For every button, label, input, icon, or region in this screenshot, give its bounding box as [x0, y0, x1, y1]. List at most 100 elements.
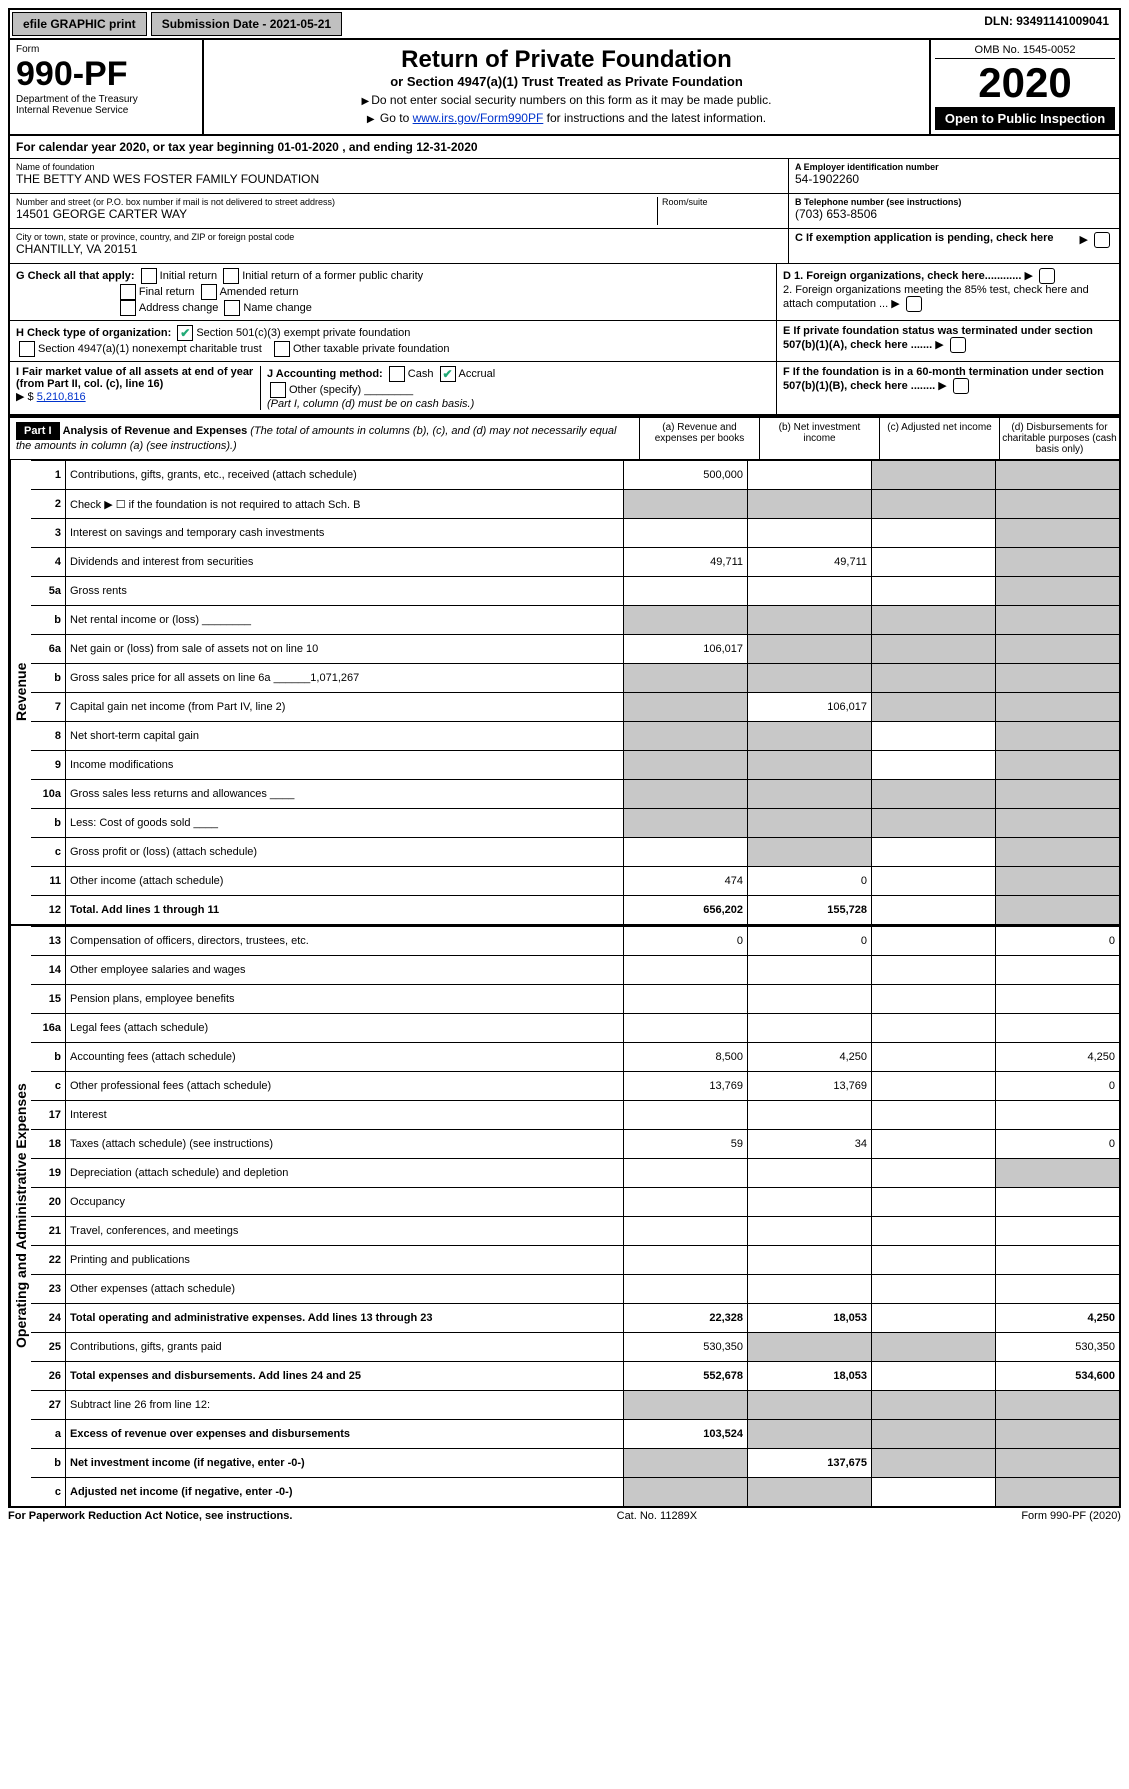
table-row: bAccounting fees (attach schedule)8,5004…: [31, 1043, 1119, 1072]
table-row: 10aGross sales less returns and allowanc…: [31, 780, 1119, 809]
h-label: H Check type of organization:: [16, 327, 171, 339]
header-mid: Return of Private Foundation or Section …: [204, 40, 929, 134]
ein-cell: A Employer identification number 54-1902…: [789, 159, 1119, 194]
table-row: 7Capital gain net income (from Part IV, …: [31, 693, 1119, 722]
city-cell: City or town, state or province, country…: [10, 229, 788, 264]
footer: For Paperwork Reduction Act Notice, see …: [8, 1508, 1121, 1522]
table-row: 23Other expenses (attach schedule): [31, 1275, 1119, 1304]
i-value[interactable]: 5,210,816: [37, 391, 86, 403]
section-g: G Check all that apply: Initial return I…: [10, 264, 1119, 321]
cal-mid: , and ending: [342, 140, 416, 154]
note-1: Do not enter social security numbers on …: [210, 93, 923, 107]
table-row: bNet rental income or (loss) ________: [31, 606, 1119, 635]
g-name-checkbox[interactable]: [224, 300, 240, 316]
irs-label: Internal Revenue Service: [16, 105, 196, 116]
cal-begin: 01-01-2020: [277, 140, 338, 154]
table-row: 25Contributions, gifts, grants paid530,3…: [31, 1333, 1119, 1362]
h-other-checkbox[interactable]: [274, 341, 290, 357]
g-label: G Check all that apply:: [16, 270, 135, 282]
c-label: C If exemption application is pending, c…: [795, 232, 1054, 244]
note2-post: for instructions and the latest informat…: [547, 111, 766, 125]
efile-button[interactable]: efile GRAPHIC print: [12, 12, 147, 36]
revenue-label: Revenue: [10, 460, 31, 924]
table-row: 26Total expenses and disbursements. Add …: [31, 1362, 1119, 1391]
table-row: cOther professional fees (attach schedul…: [31, 1072, 1119, 1101]
table-row: 22Printing and publications: [31, 1246, 1119, 1275]
table-row: 1Contributions, gifts, grants, etc., rec…: [31, 461, 1119, 490]
table-row: 15Pension plans, employee benefits: [31, 985, 1119, 1014]
name-label: Name of foundation: [16, 162, 782, 172]
g-o1: Initial return: [160, 270, 217, 282]
g-amended-checkbox[interactable]: [201, 284, 217, 300]
omb-label: OMB No. 1545-0052: [935, 44, 1115, 59]
col-b-header: (b) Net investment income: [759, 418, 879, 459]
c-checkbox[interactable]: [1094, 232, 1110, 248]
e-checkbox[interactable]: [950, 337, 966, 353]
table-row: 20Occupancy: [31, 1188, 1119, 1217]
table-row: cGross profit or (loss) (attach schedule…: [31, 838, 1119, 867]
cal-end: 12-31-2020: [416, 140, 477, 154]
j-other-checkbox[interactable]: [270, 382, 286, 398]
table-row: 11Other income (attach schedule)4740: [31, 867, 1119, 896]
g-final-checkbox[interactable]: [120, 284, 136, 300]
part1-title: Analysis of Revenue and Expenses: [63, 425, 248, 437]
form-subtitle: or Section 4947(a)(1) Trust Treated as P…: [210, 74, 923, 89]
table-row: bNet investment income (if negative, ent…: [31, 1449, 1119, 1478]
h-501c3-checkbox[interactable]: [177, 325, 193, 341]
table-row: 2Check ▶ ☐ if the foundation is not requ…: [31, 490, 1119, 519]
section-h: H Check type of organization: Section 50…: [10, 321, 1119, 362]
g-addr-checkbox[interactable]: [120, 300, 136, 316]
table-row: 24Total operating and administrative exp…: [31, 1304, 1119, 1333]
h-o1: Section 501(c)(3) exempt private foundat…: [196, 327, 410, 339]
part1-label: Part I: [16, 422, 60, 440]
header-left: Form 990-PF Department of the Treasury I…: [10, 40, 204, 134]
dept-label: Department of the Treasury: [16, 94, 196, 105]
j-accrual-checkbox[interactable]: [440, 366, 456, 382]
i-val-label: $: [28, 391, 34, 403]
top-bar: efile GRAPHIC print Submission Date - 20…: [10, 10, 1119, 40]
tax-year: 2020: [935, 59, 1115, 107]
dln-label: DLN: 93491141009041: [974, 10, 1119, 38]
h-4947-checkbox[interactable]: [19, 341, 35, 357]
footer-right: Form 990-PF (2020): [1021, 1510, 1121, 1522]
d1-checkbox[interactable]: [1039, 268, 1055, 284]
d2-checkbox[interactable]: [906, 296, 922, 312]
note-2: Go to www.irs.gov/Form990PF for instruct…: [210, 111, 923, 125]
city: CHANTILLY, VA 20151: [16, 242, 782, 256]
phone-label: B Telephone number (see instructions): [795, 197, 1113, 207]
g-o2: Initial return of a former public charit…: [242, 270, 423, 282]
irs-link[interactable]: www.irs.gov/Form990PF: [413, 111, 544, 125]
open-public: Open to Public Inspection: [935, 107, 1115, 130]
j-note: (Part I, column (d) must be on cash basi…: [267, 398, 474, 410]
address-cell: Number and street (or P.O. box number if…: [10, 194, 788, 229]
ein: 54-1902260: [795, 172, 1113, 186]
table-row: 16aLegal fees (attach schedule): [31, 1014, 1119, 1043]
foundation-name-cell: Name of foundation THE BETTY AND WES FOS…: [10, 159, 788, 194]
form-container: efile GRAPHIC print Submission Date - 20…: [8, 8, 1121, 1508]
submission-button[interactable]: Submission Date - 2021-05-21: [151, 12, 342, 36]
table-row: 8Net short-term capital gain: [31, 722, 1119, 751]
j-accrual: Accrual: [459, 368, 496, 380]
i-label: I Fair market value of all assets at end…: [16, 366, 253, 390]
g-initial-checkbox[interactable]: [141, 268, 157, 284]
col-d-header: (d) Disbursements for charitable purpose…: [999, 418, 1119, 459]
table-row: 18Taxes (attach schedule) (see instructi…: [31, 1130, 1119, 1159]
d2-label: 2. Foreign organizations meeting the 85%…: [783, 284, 1089, 310]
calendar-row: For calendar year 2020, or tax year begi…: [10, 136, 1119, 159]
expenses-section: Operating and Administrative Expenses 13…: [10, 924, 1119, 1506]
table-row: 4Dividends and interest from securities4…: [31, 548, 1119, 577]
form-label: Form: [16, 44, 196, 55]
j-cash-checkbox[interactable]: [389, 366, 405, 382]
table-row: 19Depreciation (attach schedule) and dep…: [31, 1159, 1119, 1188]
e-label: E If private foundation status was termi…: [783, 325, 1093, 351]
table-row: 27Subtract line 26 from line 12:: [31, 1391, 1119, 1420]
f-checkbox[interactable]: [953, 378, 969, 394]
footer-left: For Paperwork Reduction Act Notice, see …: [8, 1510, 292, 1522]
table-row: 17Interest: [31, 1101, 1119, 1130]
section-ij: I Fair market value of all assets at end…: [10, 362, 1119, 416]
table-row: bGross sales price for all assets on lin…: [31, 664, 1119, 693]
g-former-checkbox[interactable]: [223, 268, 239, 284]
col-a-header: (a) Revenue and expenses per books: [639, 418, 759, 459]
note2-pre: Go to: [380, 111, 413, 125]
foundation-name: THE BETTY AND WES FOSTER FAMILY FOUNDATI…: [16, 172, 782, 186]
